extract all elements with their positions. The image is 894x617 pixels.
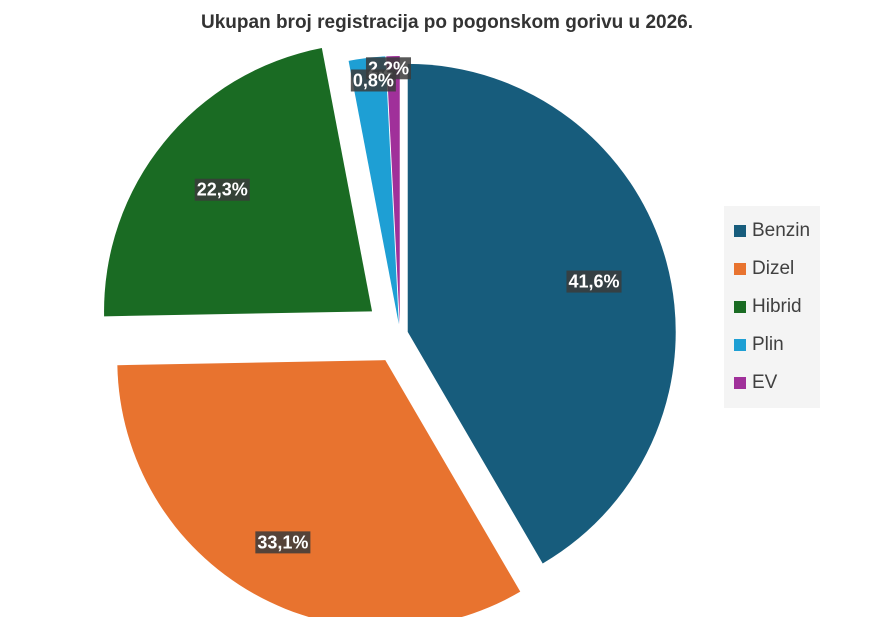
- svg-text:33,1%: 33,1%: [257, 532, 308, 552]
- legend-swatch: [734, 301, 746, 313]
- data-label-dizel: 33,1%: [255, 531, 311, 554]
- svg-text:22,3%: 22,3%: [197, 180, 248, 200]
- legend-label: Plin: [752, 334, 784, 355]
- pie-slice-dizel: [117, 360, 521, 617]
- pie-slice-benzin: [407, 63, 676, 564]
- legend-item-dizel: Dizel: [724, 250, 820, 288]
- legend-label: EV: [752, 372, 778, 393]
- data-label-hibrid: 22,3%: [194, 178, 250, 201]
- svg-text:41,6%: 41,6%: [568, 272, 619, 292]
- data-label-benzin: 41,6%: [566, 270, 622, 293]
- svg-text:0,8%: 0,8%: [353, 70, 394, 90]
- legend-item-benzin: Benzin: [724, 212, 820, 250]
- legend-label: Dizel: [752, 258, 795, 279]
- legend-item-plin: Plin: [724, 326, 820, 364]
- pie-slice-ev: [386, 56, 400, 325]
- legend-swatch: [734, 339, 746, 351]
- legend-item-ev: EV: [724, 364, 820, 402]
- data-label-ev: 0,8%: [350, 69, 396, 92]
- legend-swatch: [734, 263, 746, 275]
- legend-label: Hibrid: [752, 296, 802, 317]
- legend-swatch: [734, 225, 746, 237]
- pie-slice-plin: [348, 56, 399, 325]
- legend-swatch: [734, 377, 746, 389]
- legend: Benzin Dizel Hibrid Plin EV: [724, 206, 820, 408]
- legend-item-hibrid: Hibrid: [724, 288, 820, 326]
- legend-label: Benzin: [752, 220, 811, 241]
- chart-title: Ukupan broj registracija po pogonskom go…: [201, 12, 693, 33]
